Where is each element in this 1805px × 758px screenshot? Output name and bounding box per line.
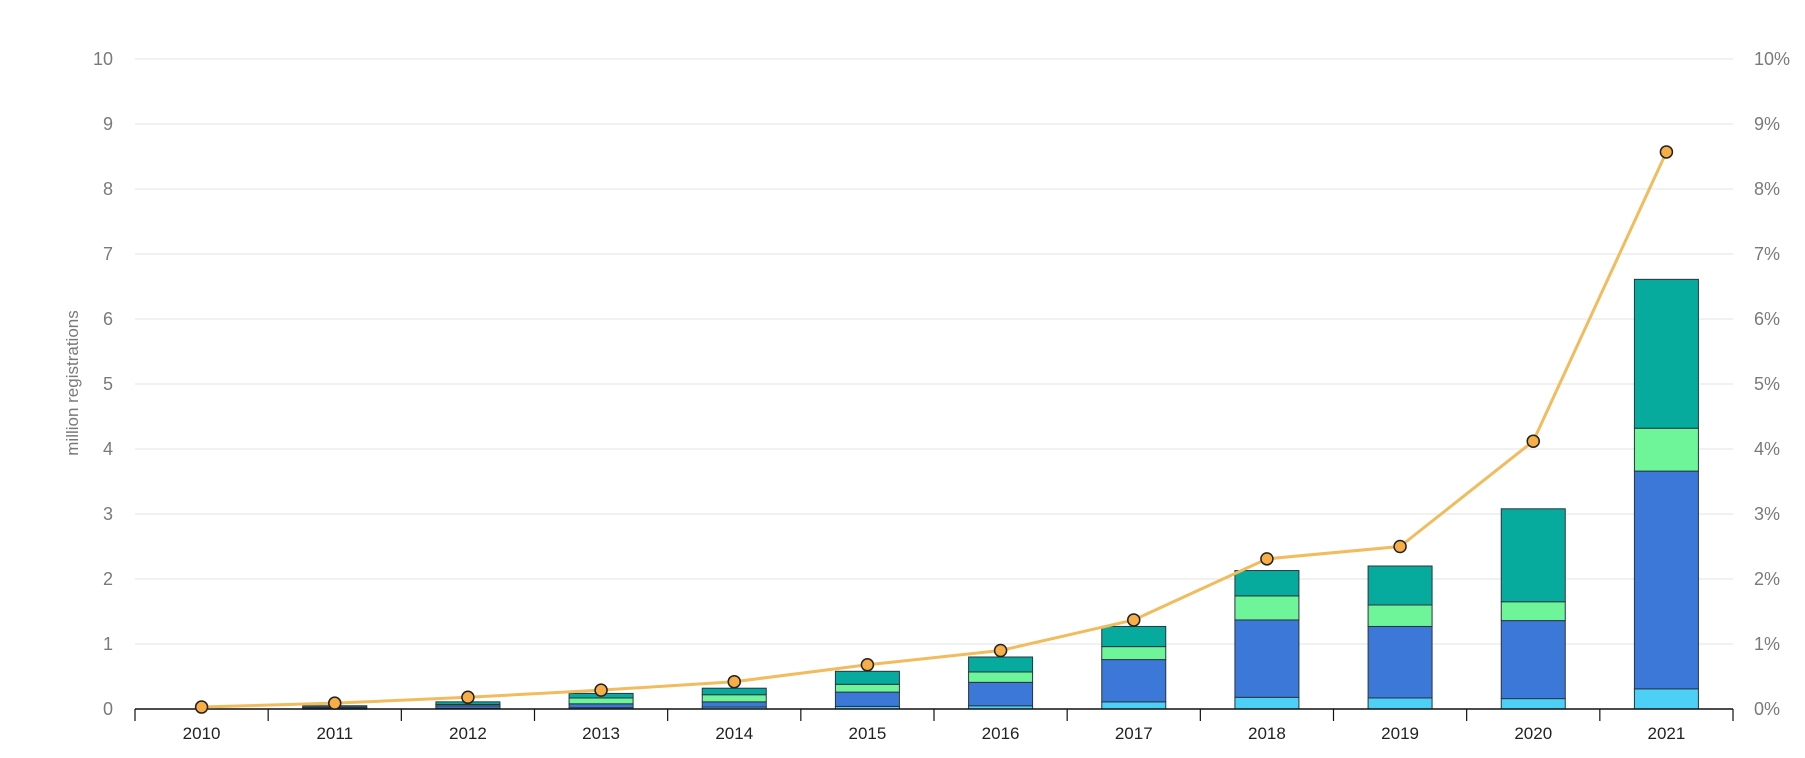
line-point — [993, 643, 1008, 658]
bar-segment — [1367, 604, 1433, 627]
bar-segment — [1633, 470, 1699, 690]
bar-segment — [1234, 595, 1300, 621]
x-tick-label: 2010 — [183, 724, 221, 743]
bar-segment — [568, 697, 634, 705]
bar-segment — [1367, 625, 1433, 699]
bar-segment — [968, 681, 1034, 707]
gridlines — [135, 58, 1733, 645]
x-tick-label: 2021 — [1648, 724, 1686, 743]
line-point — [1659, 145, 1674, 159]
line-point — [328, 696, 342, 710]
x-tick-label: 2019 — [1381, 724, 1419, 743]
y-tick-label-left: 6 — [103, 309, 113, 329]
line-point — [1526, 434, 1540, 448]
y-axis-title: million registrations — [63, 310, 82, 456]
bars — [302, 278, 1699, 710]
bar-segment — [834, 691, 900, 707]
x-tick-label: 2013 — [582, 724, 620, 743]
bar-segment — [1633, 688, 1699, 710]
bar-segment — [1500, 508, 1566, 603]
y-tick-label-left: 0 — [103, 699, 113, 719]
bar-segment — [834, 670, 900, 685]
y-tick-label-left: 10 — [93, 49, 113, 69]
bar-segment — [968, 656, 1034, 673]
y-tick-label-right: 4% — [1754, 439, 1780, 459]
line-point — [1127, 613, 1141, 627]
tick-labels: 0 1 2 3 4 5 6 7 8 9 10 0% 1% 2% 3% 4% 5% 6% 7% 8% 9% 10% 2010 2… — [93, 49, 1790, 743]
bar-segment — [1367, 697, 1433, 710]
x-tick-label: 2012 — [449, 724, 487, 743]
x-tick-label: 2020 — [1514, 724, 1552, 743]
y-tick-label-left: 8 — [103, 179, 113, 199]
x-tick-label: 2016 — [982, 724, 1020, 743]
y-tick-label-right: 6% — [1754, 309, 1780, 329]
line-point — [860, 658, 875, 672]
y-tick-label-right: 2% — [1754, 569, 1780, 589]
bar-segment — [1633, 278, 1699, 429]
y-tick-label-right: 1% — [1754, 634, 1780, 654]
x-tick-label: 2014 — [715, 724, 753, 743]
bar-segment — [701, 694, 767, 703]
y-tick-label-right: 7% — [1754, 244, 1780, 264]
y-tick-label-right: 8% — [1754, 179, 1780, 199]
bar-segment — [834, 683, 900, 693]
x-tick-label: 2018 — [1248, 724, 1286, 743]
bar-segment — [1234, 570, 1300, 597]
y-tick-label-left: 2 — [103, 569, 113, 589]
bar-segment — [1500, 601, 1566, 622]
y-tick-label-left: 9 — [103, 114, 113, 134]
bar-segment — [1101, 701, 1167, 710]
bar-segment — [1101, 659, 1167, 703]
y-tick-label-right: 5% — [1754, 374, 1780, 394]
bar-segment — [1101, 646, 1167, 661]
x-tick-label: 2011 — [316, 724, 353, 743]
y-tick-label-left: 4 — [103, 439, 113, 459]
bar-segment — [1633, 427, 1699, 472]
bar-segment — [1234, 696, 1300, 710]
y-tick-label-right: 3% — [1754, 504, 1780, 524]
line-point — [1260, 552, 1274, 566]
line-point — [461, 690, 475, 705]
bar-segment — [701, 687, 767, 696]
x-axis — [134, 708, 1734, 721]
share-line — [194, 145, 1674, 714]
line-point — [194, 700, 209, 714]
y-tick-label-right: 10% — [1754, 49, 1790, 69]
bar-segment — [701, 701, 767, 708]
bar-segment — [1367, 565, 1433, 606]
y-tick-label-left: 1 — [103, 634, 113, 654]
y-tick-label-left: 5 — [103, 374, 113, 394]
line-series — [201, 151, 1668, 709]
y-tick-label-right: 0% — [1754, 699, 1780, 719]
bar-segment — [568, 703, 634, 709]
line-point — [1393, 539, 1407, 554]
bar-segment — [1500, 620, 1566, 700]
bar-segment — [1500, 698, 1566, 710]
bar-segment — [1234, 619, 1300, 698]
y-tick-label-right: 9% — [1754, 114, 1780, 134]
x-tick-label: 2015 — [849, 724, 887, 743]
bar-segment — [1101, 625, 1167, 648]
y-tick-label-left: 3 — [103, 504, 113, 524]
line-point — [594, 683, 608, 697]
x-tick-label: 2017 — [1115, 724, 1153, 743]
bar-segment — [968, 671, 1034, 683]
line-point — [727, 674, 741, 689]
y-tick-label-left: 7 — [103, 244, 113, 264]
